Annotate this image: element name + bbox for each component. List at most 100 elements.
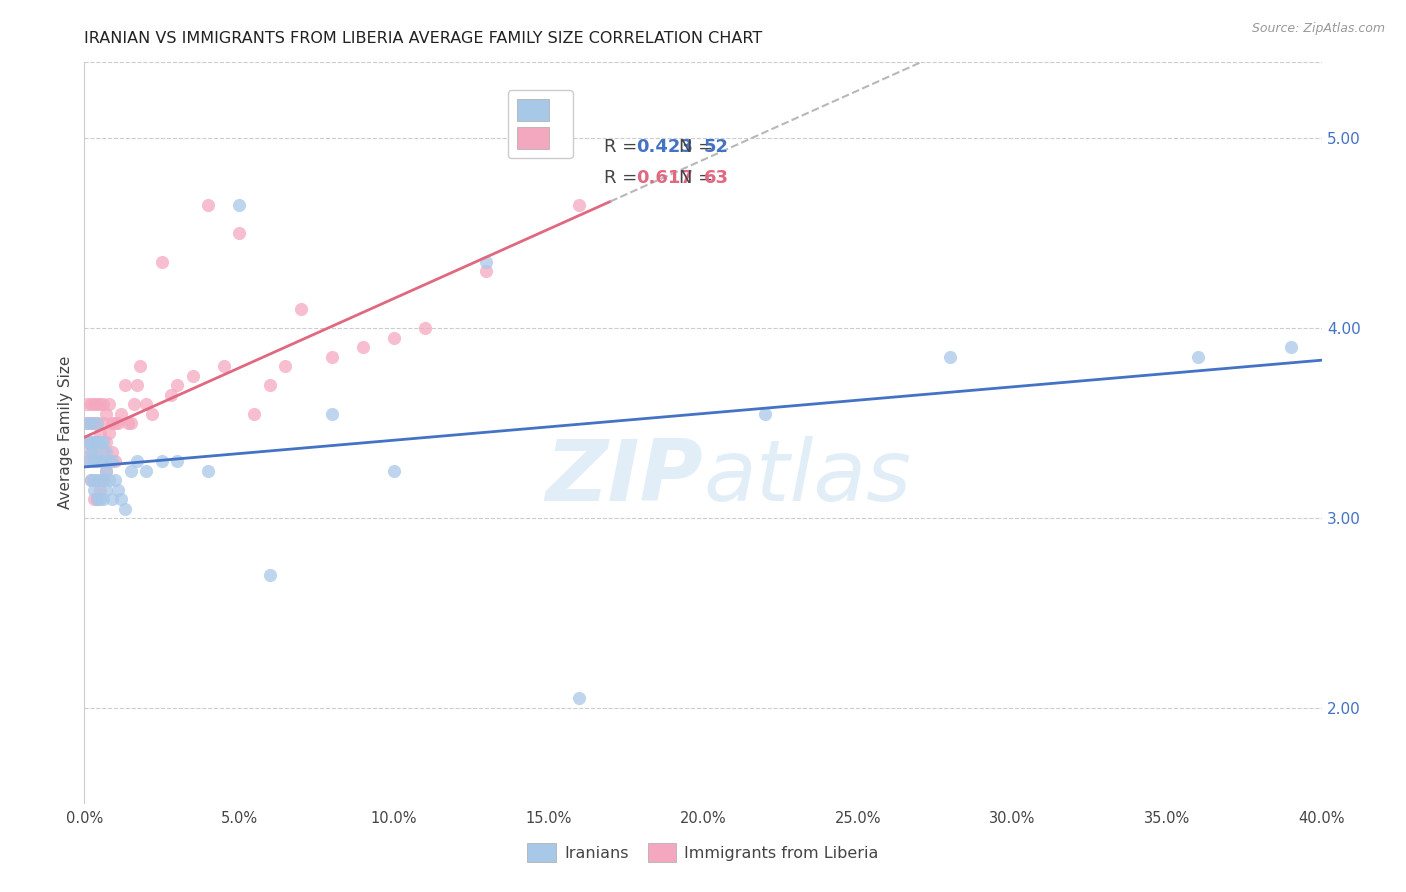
Point [91, 416, 114, 430]
Point [101, 444, 124, 458]
Point [89, 473, 111, 487]
Text: R =: R = [605, 169, 643, 186]
Point [91, 444, 114, 458]
Point [86, 491, 108, 506]
Point [89, 435, 111, 450]
Point [89, 454, 111, 468]
Point [120, 416, 142, 430]
Point [382, 464, 405, 478]
Point [83, 483, 105, 497]
Point [939, 350, 962, 364]
Text: atlas: atlas [703, 435, 911, 518]
Point [101, 416, 124, 430]
Point [125, 378, 148, 392]
Point [86, 473, 108, 487]
Point [568, 198, 591, 212]
Point [98, 473, 121, 487]
Text: N =: N = [679, 169, 718, 186]
Point [86, 416, 108, 430]
Point [114, 501, 136, 516]
Text: 0.423: 0.423 [637, 137, 693, 155]
Point [83, 444, 105, 458]
Point [94, 407, 117, 421]
Legend: Iranians, Immigrants from Liberia: Iranians, Immigrants from Liberia [520, 837, 886, 869]
Point [290, 302, 312, 317]
Point [86, 454, 108, 468]
Point [86, 435, 108, 450]
Point [150, 454, 173, 468]
Point [89, 397, 111, 411]
Point [76, 454, 98, 468]
Point [114, 378, 136, 392]
Point [91, 491, 114, 506]
Point [89, 454, 111, 468]
Point [104, 473, 127, 487]
Point [228, 227, 250, 241]
Point [475, 254, 498, 268]
Point [83, 435, 105, 450]
Point [89, 425, 111, 440]
Point [91, 397, 114, 411]
Point [98, 425, 121, 440]
Text: 52: 52 [704, 137, 728, 155]
Point [79, 444, 101, 458]
Point [76, 416, 98, 430]
Point [86, 435, 108, 450]
Point [83, 397, 105, 411]
Point [79, 397, 101, 411]
Point [104, 416, 127, 430]
Point [274, 359, 297, 374]
Point [243, 407, 266, 421]
Point [98, 397, 121, 411]
Point [94, 464, 117, 478]
Point [76, 454, 98, 468]
Text: 63: 63 [704, 169, 728, 186]
Point [1187, 350, 1209, 364]
Point [83, 454, 105, 468]
Point [228, 198, 250, 212]
Text: Source: ZipAtlas.com: Source: ZipAtlas.com [1251, 22, 1385, 36]
Point [83, 473, 105, 487]
Y-axis label: Average Family Size: Average Family Size [58, 356, 73, 509]
Point [86, 416, 108, 430]
Point [76, 416, 98, 430]
Point [1279, 340, 1302, 354]
Point [382, 331, 405, 345]
Point [79, 473, 101, 487]
Point [413, 321, 436, 335]
Point [166, 378, 188, 392]
Point [83, 435, 105, 450]
Point [76, 435, 98, 450]
Point [321, 407, 343, 421]
Point [160, 387, 183, 401]
Text: IRANIAN VS IMMIGRANTS FROM LIBERIA AVERAGE FAMILY SIZE CORRELATION CHART: IRANIAN VS IMMIGRANTS FROM LIBERIA AVERA… [84, 31, 762, 46]
Point [91, 454, 114, 468]
Point [89, 483, 111, 497]
Point [107, 483, 129, 497]
Point [91, 435, 114, 450]
Text: ZIP: ZIP [546, 435, 703, 518]
Point [117, 416, 139, 430]
Point [86, 397, 108, 411]
Point [568, 691, 591, 706]
Point [98, 454, 121, 468]
Point [94, 435, 117, 450]
Point [120, 464, 142, 478]
Point [79, 416, 101, 430]
Point [197, 464, 219, 478]
Point [135, 464, 157, 478]
Point [259, 568, 281, 582]
Point [79, 435, 101, 450]
Point [259, 378, 281, 392]
Text: 0.617: 0.617 [637, 169, 693, 186]
Point [212, 359, 235, 374]
Point [98, 454, 121, 468]
Point [86, 454, 108, 468]
Point [86, 491, 108, 506]
Point [181, 368, 204, 383]
Point [91, 473, 114, 487]
Point [135, 397, 157, 411]
Point [352, 340, 374, 354]
Point [94, 483, 117, 497]
Point [107, 416, 129, 430]
